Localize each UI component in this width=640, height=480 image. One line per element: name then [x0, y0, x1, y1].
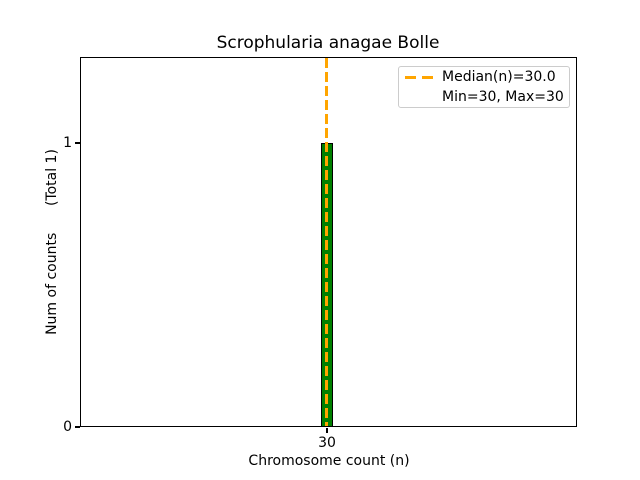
legend-row-minmax: Min=30, Max=30	[405, 87, 564, 107]
x-tick-mark-30	[326, 428, 328, 433]
plot-area	[80, 57, 577, 427]
legend-empty-handle	[405, 96, 433, 99]
x-axis-label: Chromosome count (n)	[248, 453, 410, 469]
x-tick-label-30: 30	[318, 435, 336, 451]
legend-label-minmax: Min=30, Max=30	[442, 89, 564, 105]
y-tick-mark-0	[75, 426, 80, 428]
legend-box: Median(n)=30.0 Min=30, Max=30	[398, 66, 570, 108]
y-tick-label-1: 1	[63, 135, 72, 151]
y-tick-mark-1	[75, 142, 80, 144]
legend-median-line-icon	[405, 75, 433, 79]
legend-row-median: Median(n)=30.0	[405, 67, 563, 87]
legend-label-median: Median(n)=30.0	[442, 69, 556, 85]
median-dashed-line	[325, 58, 328, 426]
y-axis-label: Num of counts (Total 1)	[44, 149, 60, 335]
y-tick-label-0: 0	[63, 419, 72, 435]
chart-title: Scrophularia anagae Bolle	[216, 33, 440, 53]
